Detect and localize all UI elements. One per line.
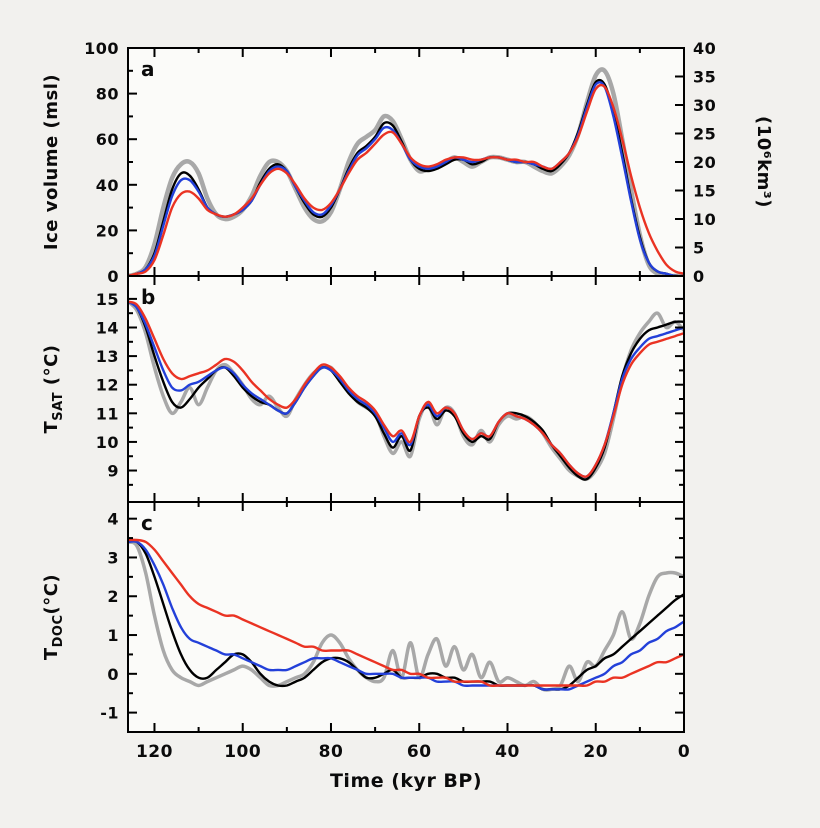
- y-axis-label-part: T: [41, 421, 62, 434]
- series-model-red: [129, 300, 683, 478]
- y-axis-label-part: T: [41, 647, 62, 660]
- panel-bg: [128, 276, 684, 502]
- y-right-tick-label: 20: [693, 153, 716, 172]
- y-axis-label-part: DOC: [51, 615, 66, 648]
- y-axis-label-part: (°C): [41, 344, 62, 391]
- tick-labels: -1 0 1 2 3 4: [100, 510, 119, 723]
- y-tick-label: 11: [96, 404, 119, 423]
- x-tick-label: 0: [678, 742, 690, 762]
- series-group: [129, 538, 683, 692]
- panel-a: 0 20 40 60 80 100 0 5 10 15 20 25 30 35 40 a Ice volume …: [41, 39, 774, 286]
- panel-bg: [128, 502, 684, 732]
- y-tick-label: 14: [96, 318, 119, 337]
- panel-c: -1 0 1 2 3 4 c TDOC(°C): [41, 501, 685, 733]
- y-tick-label: 60: [96, 130, 119, 149]
- y-axis-label: Ice volume (msl): [41, 74, 62, 250]
- y-tick-label: 80: [96, 85, 119, 104]
- y-tick-label: 10: [96, 433, 119, 452]
- x-axis-label: Time (kyr BP): [330, 770, 482, 792]
- x-tick-label: 80: [319, 742, 344, 762]
- series-model-blue: [129, 540, 683, 691]
- x-tick-label: 20: [583, 742, 608, 762]
- x-tick-label: 60: [407, 742, 432, 762]
- series-group: [129, 67, 683, 275]
- y-right-tick-label: 15: [693, 182, 716, 201]
- y-right-tick-label: 0: [693, 267, 705, 286]
- y-right-tick-label: 35: [693, 68, 716, 87]
- series-model-red: [129, 538, 683, 687]
- y-right-tick-label: 5: [693, 239, 705, 258]
- series-model-red: [129, 83, 683, 275]
- y-right-tick-label: 30: [693, 96, 716, 115]
- y-tick-label: 2: [107, 587, 119, 606]
- panel-letter: b: [141, 285, 156, 309]
- series-proxy-gray: [129, 540, 683, 692]
- y-tick-label: 9: [107, 462, 119, 481]
- series-group: [129, 300, 683, 482]
- y-tick-label: 12: [96, 376, 119, 395]
- tick-labels: 0 20 40 60 80 100 0 5 10 15 20 25 30 35 40: [84, 39, 716, 286]
- y-axis-label-part: (°C): [41, 574, 62, 615]
- x-tick-label: 40: [495, 742, 520, 762]
- y-right-tick-label: 25: [693, 125, 716, 144]
- y-tick-label: 40: [96, 176, 119, 195]
- x-tick-label: 100: [224, 742, 261, 762]
- y-right-tick-label: 40: [693, 39, 716, 58]
- ticks: [128, 502, 685, 732]
- y-tick-label: 0: [107, 665, 119, 684]
- y-tick-label: 1: [107, 626, 119, 645]
- y-tick-label: 20: [96, 221, 119, 240]
- y-right-tick-label: 10: [693, 210, 716, 229]
- y-tick-label: 13: [96, 347, 119, 366]
- y-tick-label: 4: [107, 510, 119, 529]
- y-tick-label: -1: [100, 704, 119, 723]
- panel-letter: a: [141, 57, 155, 81]
- y-axis-label-right: (10⁶km³): [753, 116, 774, 208]
- y-tick-label: 3: [107, 548, 119, 567]
- x-tick-label: 120: [136, 742, 173, 762]
- panel-frame: [127, 501, 685, 733]
- panel-b: 9 10 11 12 13 14 15 b TSAT (°C): [41, 275, 685, 503]
- ticks: [128, 276, 685, 502]
- y-tick-label: 0: [107, 267, 119, 286]
- y-tick-label: 100: [84, 39, 119, 58]
- y-axis-label: TDOC(°C): [41, 574, 66, 660]
- panel-letter: c: [141, 511, 153, 535]
- y-axis-label-part: Ice volume (msl): [41, 74, 62, 250]
- y-axis-label-part: SAT: [51, 392, 66, 421]
- tick-labels: 9 10 11 12 13 14 15: [96, 290, 119, 481]
- y-axis-label: TSAT (°C): [41, 344, 66, 433]
- y-tick-label: 15: [96, 290, 119, 309]
